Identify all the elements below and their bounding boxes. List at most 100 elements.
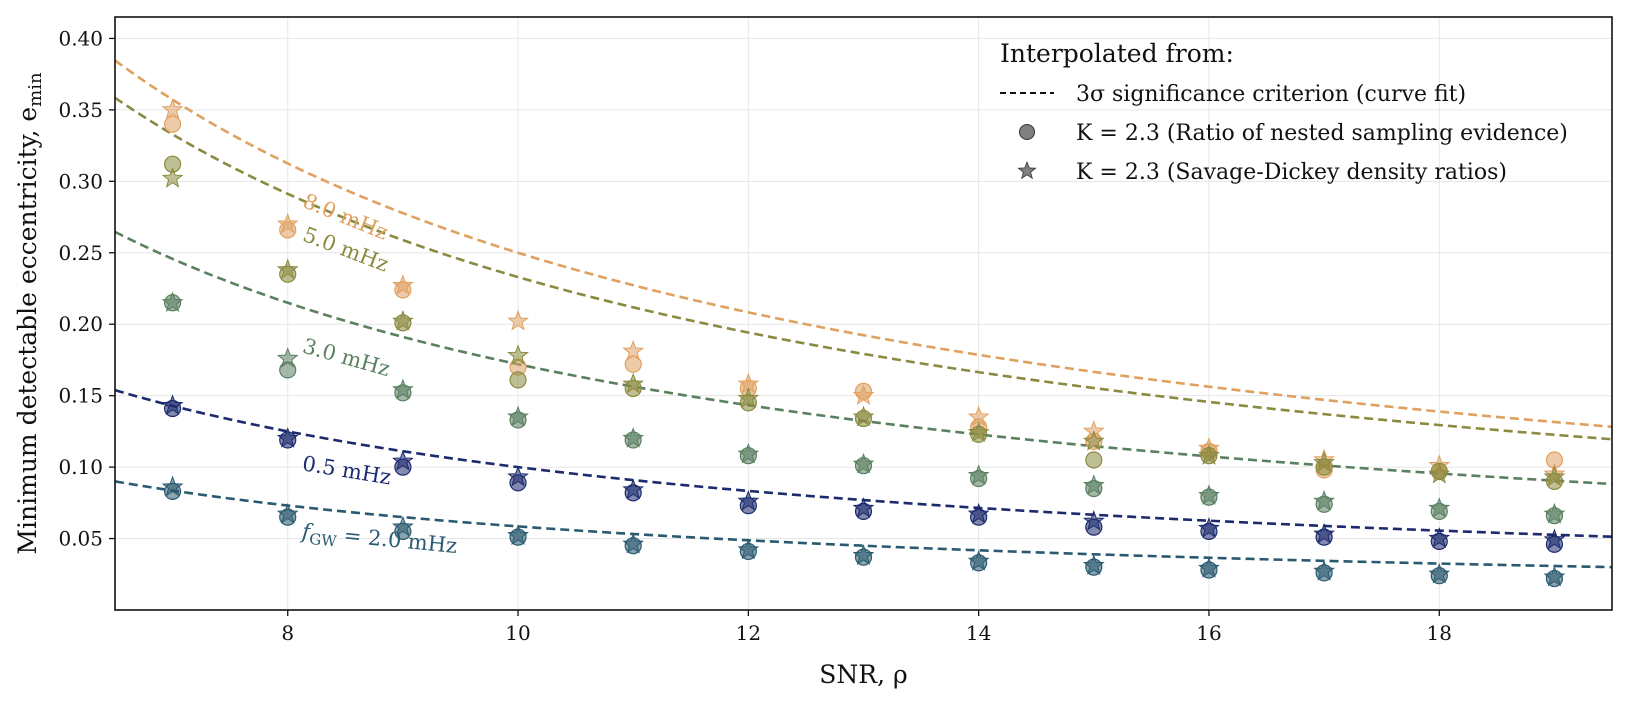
star-point xyxy=(161,475,184,497)
star-point xyxy=(1082,429,1105,451)
star-point xyxy=(392,309,414,331)
star-point xyxy=(1313,451,1335,473)
star-point xyxy=(737,538,760,560)
star-point xyxy=(392,378,414,400)
x-tick-label: 16 xyxy=(1196,621,1221,645)
star-point xyxy=(622,532,645,554)
star-point xyxy=(852,497,875,518)
star-point xyxy=(507,309,529,331)
star-point xyxy=(1198,517,1220,538)
star-point xyxy=(1313,559,1335,581)
star-point xyxy=(622,339,645,361)
star-point xyxy=(1082,509,1105,531)
star-point xyxy=(1428,562,1451,584)
star-point xyxy=(852,405,875,427)
star-point xyxy=(1543,465,1566,487)
star-point xyxy=(276,212,299,234)
star-point xyxy=(622,372,645,394)
star-point xyxy=(1543,565,1566,587)
plot-frame xyxy=(114,16,1613,611)
fit-curve-fgw-2-0-mhz xyxy=(114,480,1613,569)
star-point xyxy=(1313,522,1335,544)
star-point xyxy=(392,449,414,471)
fit-curve-5-0-mhz xyxy=(114,96,1613,441)
star-point xyxy=(507,465,529,487)
star-point xyxy=(1313,489,1335,511)
legend-entry-savage-dickey: K = 2.3 (Savage-Dickey density ratios) xyxy=(1076,160,1507,185)
circle-point xyxy=(624,355,642,373)
star-point xyxy=(1198,444,1220,465)
curve-label-subscript: GW xyxy=(308,530,338,551)
y-tick-label: 0.05 xyxy=(58,527,103,551)
y-tick-label: 0.25 xyxy=(58,241,103,265)
star-point xyxy=(737,489,760,511)
star-point xyxy=(507,344,529,365)
star-point xyxy=(967,421,990,443)
star-point xyxy=(852,544,875,565)
star-point xyxy=(967,464,990,485)
legend-entry-curve-fit: 3σ significance criterion (curve fit) xyxy=(1076,82,1466,107)
star-point xyxy=(1428,497,1451,518)
star-point xyxy=(276,427,299,448)
curve-label-part: = 2.0 mHz xyxy=(336,523,458,558)
y-tick-label: 0.35 xyxy=(58,98,103,122)
x-tick-label: 8 xyxy=(281,621,294,645)
y-tick-label: 0.40 xyxy=(58,26,103,50)
star-point xyxy=(1543,528,1566,550)
star-point xyxy=(967,549,990,571)
star-point xyxy=(392,515,414,537)
star-point xyxy=(161,167,184,188)
grid xyxy=(115,17,1612,610)
y-axis-label: Minimum detectable eccentricity, emin xyxy=(13,72,46,555)
star-point xyxy=(1082,554,1105,575)
star-point xyxy=(392,274,414,295)
curve-label-0-5-mhz: 0.5 mHz xyxy=(301,451,393,489)
circle-point xyxy=(509,371,527,389)
star-point xyxy=(737,442,760,464)
x-tick-label: 18 xyxy=(1427,621,1452,645)
star-point xyxy=(1428,527,1451,548)
data-markers xyxy=(161,98,1566,588)
star-point xyxy=(1082,474,1105,495)
x-axis-label: SNR, ρ xyxy=(819,660,907,689)
y-tick-label: 0.15 xyxy=(58,384,103,408)
y-tick-label: 0.10 xyxy=(58,455,103,479)
axis-ticks: 8 10 12 14 16 18 0.05 0.10 0.15 0.20 0.25 0.30 0.35 0… xyxy=(58,26,1452,645)
star-point xyxy=(852,452,875,474)
y-axis-label-main: Minimum detectable eccentricity, e xyxy=(13,107,42,555)
curve-label-fgw-2-0-mhz: fGW = 2.0 mHz xyxy=(299,519,458,562)
circle-point xyxy=(163,115,182,133)
star-point xyxy=(737,387,760,408)
star-point xyxy=(161,394,184,415)
legend-circle-icon xyxy=(1019,124,1035,140)
star-point xyxy=(852,384,875,405)
x-tick-label: 10 xyxy=(505,621,530,645)
star-point xyxy=(276,347,299,368)
y-tick-label: 0.20 xyxy=(58,312,103,336)
star-point xyxy=(622,427,645,448)
star-point xyxy=(161,291,184,313)
star-point xyxy=(507,524,529,545)
star-point xyxy=(1198,557,1220,578)
star-point xyxy=(622,478,645,500)
star-point xyxy=(276,258,299,280)
star-point xyxy=(161,98,184,120)
x-tick-label: 12 xyxy=(736,621,761,645)
legend-entry-nested-sampling: K = 2.3 (Ratio of nested sampling eviden… xyxy=(1076,121,1568,146)
curve-label-3-0-mhz: 3.0 mHz xyxy=(300,334,393,381)
fit-curve-8-0-mhz xyxy=(114,59,1613,429)
star-point xyxy=(1198,484,1220,505)
star-point xyxy=(967,502,990,524)
y-tick-label: 0.30 xyxy=(58,169,103,193)
legend-star-icon xyxy=(1017,160,1037,180)
circle-point xyxy=(1085,451,1103,469)
y-axis-label-sub: min xyxy=(25,72,46,107)
star-point xyxy=(1428,462,1451,484)
star-point xyxy=(1543,502,1566,524)
x-tick-label: 14 xyxy=(966,621,991,645)
legend-title: Interpolated from: xyxy=(1000,39,1234,68)
star-point xyxy=(507,405,529,427)
star-point xyxy=(276,502,299,524)
